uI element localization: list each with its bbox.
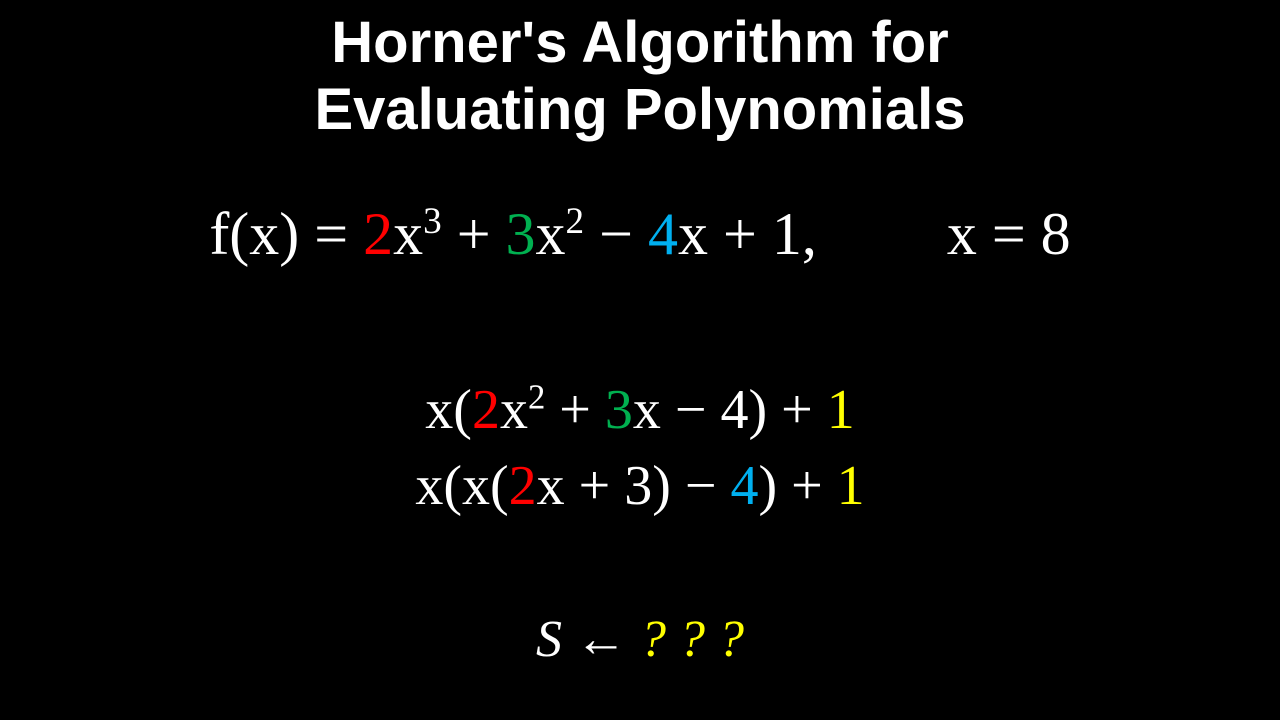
equation-main: f(x) = 2x3 + 3x2 − 4x + 1,x = 8 <box>0 200 1280 269</box>
title-line-1: Horner's Algorithm for <box>331 10 948 75</box>
slide-title: Horner's Algorithm for Evaluating Polyno… <box>0 0 1280 143</box>
result-line: S ← ? ? ? <box>0 610 1280 669</box>
slide: Horner's Algorithm for Evaluating Polyno… <box>0 0 1280 720</box>
equation-step-1: x(2x2 + 3x − 4) + 1 <box>0 378 1280 442</box>
equation-step-2: x(x(2x + 3) − 4) + 1 <box>0 454 1280 518</box>
title-line-2: Evaluating Polynomials <box>314 77 965 142</box>
